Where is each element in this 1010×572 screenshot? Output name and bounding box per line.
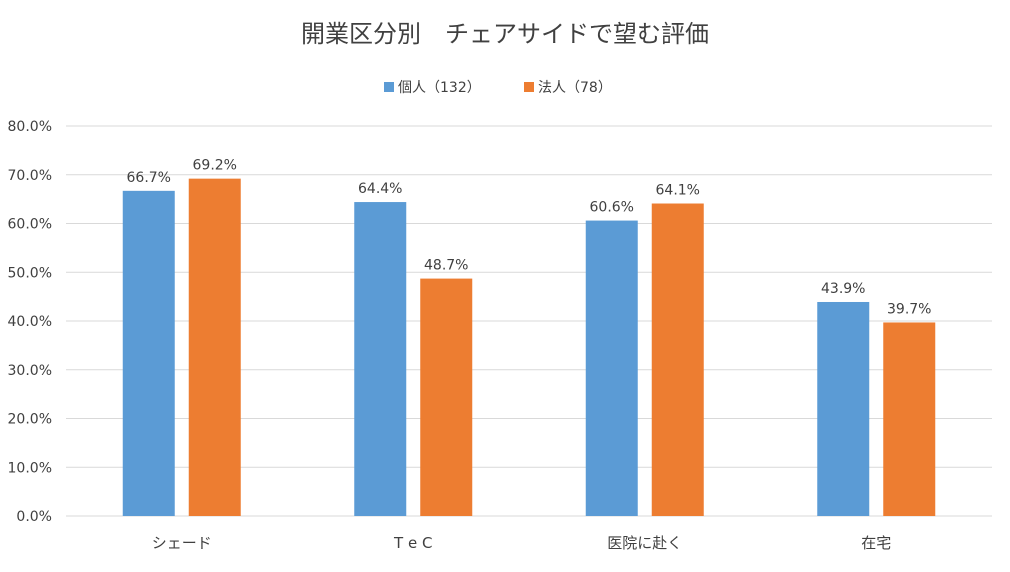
data-labels: 66.7% 69.2% 64.4% 48.7% 60.6% 64.1% 43.9% 39.7% bbox=[127, 158, 932, 318]
x-tick-label: シェード bbox=[152, 534, 212, 552]
bar bbox=[883, 322, 936, 516]
y-tick-label: 50.0% bbox=[8, 265, 52, 281]
legend-label: 法人（78） bbox=[538, 80, 612, 96]
y-tick-label: 80.0% bbox=[8, 119, 52, 135]
data-label: 39.7% bbox=[887, 301, 931, 317]
data-label: 69.2% bbox=[193, 158, 237, 174]
bar bbox=[585, 220, 638, 516]
y-tick-label: 10.0% bbox=[8, 460, 52, 476]
legend: 個人（132） 法人（78） bbox=[384, 80, 612, 96]
data-label: 66.7% bbox=[127, 170, 171, 186]
x-axis: シェード T e C 医院に赴く 在宅 bbox=[152, 534, 892, 552]
legend-label: 個人（132） bbox=[398, 80, 481, 96]
legend-swatch bbox=[384, 82, 394, 92]
y-axis: 0.0% 10.0% 20.0% 30.0% 40.0% 50.0% 60.0% 70.0% 8… bbox=[8, 119, 52, 525]
y-tick-label: 40.0% bbox=[8, 314, 52, 330]
x-tick-label: 医院に赴く bbox=[607, 534, 682, 552]
y-tick-label: 70.0% bbox=[8, 168, 52, 184]
y-tick-label: 0.0% bbox=[16, 509, 52, 525]
y-tick-label: 20.0% bbox=[8, 412, 52, 428]
bar bbox=[420, 278, 473, 516]
x-tick-label: 在宅 bbox=[861, 534, 891, 552]
legend-swatch bbox=[524, 82, 534, 92]
y-tick-label: 30.0% bbox=[8, 363, 52, 379]
bar bbox=[817, 301, 870, 516]
data-label: 64.4% bbox=[358, 181, 402, 197]
data-label: 43.9% bbox=[821, 281, 865, 297]
bars bbox=[122, 178, 936, 517]
bar bbox=[122, 190, 175, 516]
bar bbox=[651, 203, 704, 516]
x-tick-label: T e C bbox=[393, 534, 432, 552]
data-label: 60.6% bbox=[590, 200, 634, 216]
chart-title: 開業区分別 チェアサイドで望む評価 bbox=[301, 20, 709, 48]
data-label: 48.7% bbox=[424, 258, 468, 274]
data-label: 64.1% bbox=[656, 183, 700, 199]
y-tick-label: 60.0% bbox=[8, 217, 52, 233]
bar bbox=[354, 202, 407, 517]
bar bbox=[188, 178, 241, 516]
